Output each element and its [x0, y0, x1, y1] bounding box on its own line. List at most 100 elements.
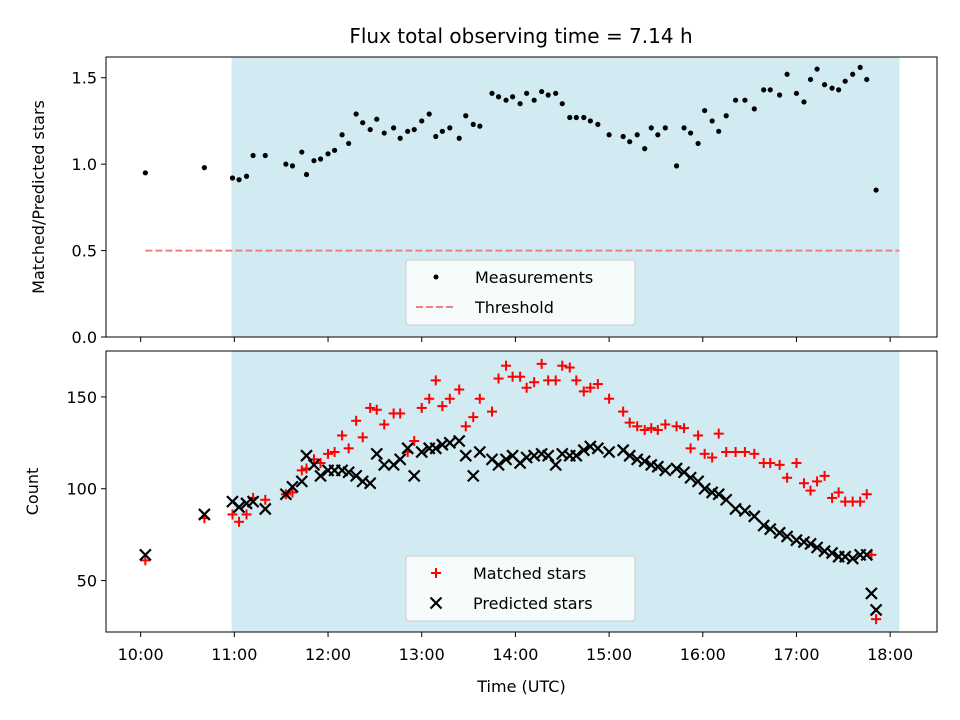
- predicted-star-point: [415, 445, 429, 459]
- matched-star-point: [592, 379, 603, 390]
- measurement-point: [581, 114, 587, 121]
- top-legend: Measurements Threshold: [405, 259, 636, 326]
- matched-star-point: [618, 406, 629, 417]
- measurement-point: [325, 151, 331, 157]
- matched-star-point: [685, 443, 696, 454]
- matched-star-point: [671, 421, 682, 432]
- matched-star-point: [827, 492, 838, 503]
- predicted-star-point: [314, 469, 327, 483]
- matched-star-point: [812, 476, 823, 487]
- measurement-point: [331, 147, 338, 153]
- measurement-point: [606, 132, 612, 138]
- predicted-star-point: [139, 548, 152, 562]
- measurement-point: [250, 152, 256, 159]
- matched-star-point: [721, 447, 732, 458]
- predicted-star-point: [838, 550, 852, 563]
- predicted-star-point: [630, 453, 644, 466]
- legend-matched-plus: [431, 568, 441, 578]
- matched-stars-points: [140, 358, 882, 625]
- x-tick-label: 18:00: [867, 645, 913, 664]
- matched-star-point: [444, 393, 455, 404]
- predicted-star-point: [527, 449, 541, 462]
- measurement-point: [374, 116, 380, 122]
- predicted-star-point: [443, 436, 457, 450]
- measurement-point: [509, 94, 516, 100]
- measurement-point: [405, 128, 411, 134]
- matched-star-point: [833, 487, 844, 498]
- measurement-point: [391, 125, 397, 131]
- predicted-star-point: [198, 508, 211, 521]
- measurement-point: [142, 170, 148, 176]
- predicted-star-point: [300, 449, 313, 462]
- measurement-point: [346, 140, 352, 147]
- predicted-star-point: [577, 443, 591, 457]
- measurement-point: [688, 130, 694, 136]
- matched-star-point: [578, 386, 589, 397]
- predicted-star-point: [763, 522, 777, 536]
- matched-star-point: [805, 485, 816, 496]
- measurement-point: [829, 85, 835, 91]
- measurement-point: [695, 140, 701, 147]
- predicted-star-point: [591, 442, 605, 455]
- measurement-point: [539, 88, 545, 95]
- predicted-star-point: [684, 471, 697, 485]
- matched-star-point: [343, 443, 354, 454]
- measurement-point: [477, 123, 483, 129]
- measurement-point: [489, 90, 495, 96]
- measurement-point: [648, 125, 654, 131]
- measurement-point: [587, 118, 593, 124]
- predicted-star-point: [584, 440, 597, 453]
- matched-star-point: [798, 478, 809, 489]
- matched-star-point: [699, 448, 710, 459]
- measurement-point: [360, 120, 366, 126]
- predicted-star-point: [738, 504, 752, 518]
- matched-star-point: [791, 458, 802, 469]
- predicted-star-point: [407, 469, 421, 483]
- matched-star-point: [871, 614, 882, 625]
- matched-star-point: [430, 375, 441, 386]
- matched-star-point: [730, 447, 741, 458]
- measurement-point: [732, 97, 739, 103]
- measurement-point: [447, 125, 453, 131]
- measurement-point: [463, 113, 469, 119]
- matched-star-point: [632, 421, 643, 432]
- matched-star-point: [585, 382, 596, 393]
- predicted-star-point: [570, 449, 583, 462]
- matched-star-point: [515, 371, 526, 382]
- measurement-point: [742, 97, 748, 103]
- matched-star-point: [371, 404, 382, 415]
- measurement-point: [339, 132, 345, 138]
- predicted-star-point: [865, 587, 878, 600]
- predicted-star-point: [780, 530, 794, 543]
- matched-star-point: [337, 430, 348, 441]
- matched-star-point: [323, 448, 334, 459]
- x-tick-label: 17:00: [773, 645, 819, 664]
- predicted-star-point: [258, 502, 272, 516]
- measurement-point: [801, 99, 807, 105]
- predicted-star-point: [602, 445, 616, 459]
- measurement-point: [243, 173, 250, 179]
- predicted-star-point: [825, 546, 839, 560]
- matched-star-point: [234, 516, 245, 527]
- measurement-point: [439, 128, 445, 134]
- legend-threshold-label: Threshold: [474, 298, 554, 317]
- matched-star-point: [819, 470, 830, 481]
- measurement-point: [595, 121, 601, 128]
- predicted-star-point: [638, 454, 651, 468]
- matched-star-point: [493, 373, 504, 384]
- predicted-star-point: [499, 453, 513, 466]
- predicted-star-point: [541, 449, 555, 462]
- bottom-legend-box: [405, 555, 636, 622]
- matched-star-point: [713, 428, 724, 439]
- predicted-star-point: [757, 519, 770, 532]
- measurement-point: [673, 163, 680, 169]
- measurement-point: [767, 87, 773, 93]
- predicted-star-point: [401, 442, 414, 455]
- top-plot-frame: [105, 56, 938, 338]
- y-tick-label: 100: [66, 480, 97, 499]
- matched-star-point: [861, 489, 872, 500]
- measurement-point: [821, 82, 828, 88]
- measurement-point: [751, 106, 757, 112]
